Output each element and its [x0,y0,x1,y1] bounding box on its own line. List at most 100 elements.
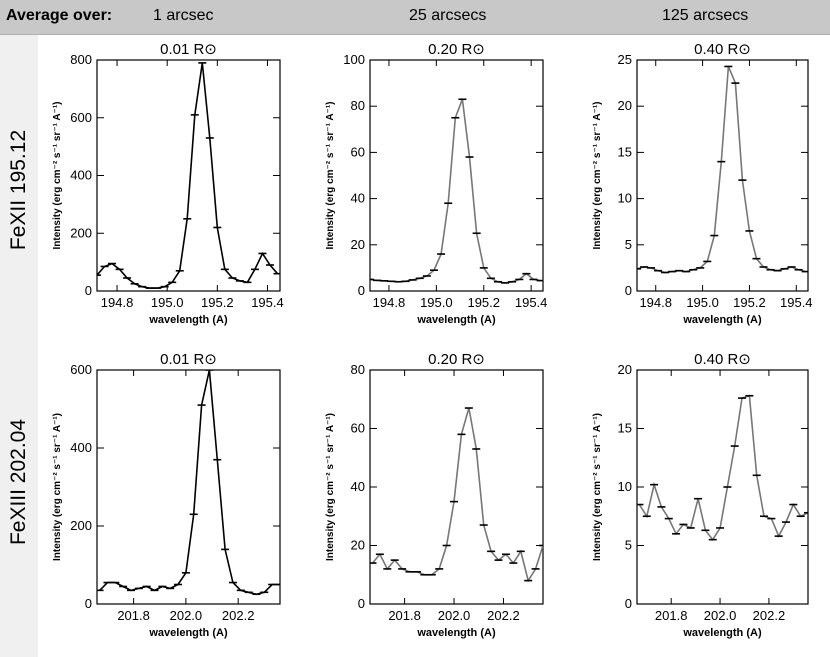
chart-title: 0.01 R⊙ [160,41,217,58]
y-tick-label: 60 [351,421,365,436]
chart-panel-0: 0.01 R⊙ 194.8 195.0 195.2 195.4 0 200 400 600 800… [52,41,284,326]
chart-title: 0.40 R⊙ [694,41,751,58]
data-markers [637,394,808,541]
y-tick-label: 800 [70,52,92,67]
x-tick-label: 195.2 [467,295,500,310]
chart-title: 0.40 R⊙ [694,351,751,368]
y-tick-label: 5 [625,538,632,553]
x-tick-label: 202.2 [753,608,786,623]
row-label-band [0,35,38,657]
y-axis-label: Intensity (erg cm⁻² s⁻¹ sr⁻¹ A⁻¹) [52,102,63,250]
x-tick-label: 201.8 [117,608,150,623]
y-axis-label: Intensity (erg cm⁻² s⁻¹ sr⁻¹ A⁻¹) [325,102,336,250]
x-tick-label: 194.8 [639,295,672,310]
x-tick-label: 202.2 [222,608,255,623]
data-markers [370,407,543,582]
y-tick-label: 15 [618,421,632,436]
y-tick-label: 600 [70,110,92,125]
chart-panel-2: 0.40 R⊙ 194.8 195.0 195.2 195.4 0 5 10 15 20 25 wav… [592,41,813,326]
x-tick-label: 201.8 [655,608,688,623]
column-label-1-arcsec: 1 arcsec [153,7,214,24]
x-tick-label: 195.2 [733,295,766,310]
y-tick-label: 20 [351,237,365,252]
data-markers [97,370,280,596]
y-axis-label: Intensity (erg cm⁻² s⁻¹ sr⁻¹ A⁻¹) [592,102,603,250]
average-over-label: Average over: [6,7,113,24]
spectrum-line [371,407,543,583]
y-tick-label: 100 [343,52,365,67]
x-tick-label: 195.0 [686,295,719,310]
y-tick-label: 200 [70,225,92,240]
x-tick-label: 195.2 [201,295,234,310]
x-axis-label: wavelength (A) [416,314,496,326]
plot-frame [96,369,281,605]
x-axis-label: wavelength (A) [148,314,228,326]
plot-frame [636,59,809,292]
plot-frame [369,59,544,292]
y-tick-label: 0 [358,596,365,611]
x-tick-label: 195.0 [151,295,184,310]
y-tick-label: 400 [70,168,92,183]
spectrum-line [97,62,279,289]
y-tick-label: 0 [625,283,632,298]
chart-title: 0.20 R⊙ [428,351,485,368]
y-tick-label: 600 [70,362,92,377]
x-tick-label: 194.8 [373,295,406,310]
y-tick-label: 40 [351,479,365,494]
y-axis-label: Intensity (erg cm⁻² s⁻¹ sr⁻¹ A⁻¹) [592,413,603,561]
spectrum-line [637,66,806,274]
x-axis-label: wavelength (A) [416,627,496,639]
y-tick-label: 0 [625,596,632,611]
chart-panel-3: 0.01 R⊙ 201.8 202.0 202.2 0 200 400 600 waveleng… [52,351,281,639]
spectrum-line [638,394,808,541]
y-tick-label: 400 [70,440,92,455]
chart-title: 0.01 R⊙ [160,351,217,368]
y-tick-label: 60 [351,144,365,159]
y-tick-label: 0 [85,596,92,611]
plot-frame [96,59,281,292]
x-tick-label: 195.4 [515,295,548,310]
y-axis-label: Intensity (erg cm⁻² s⁻¹ sr⁻¹ A⁻¹) [325,413,336,561]
header-bar: Average over: 1 arcsec 25 arcsecs 125 ar… [0,0,830,35]
column-label-125-arcsecs: 125 arcsecs [662,7,749,24]
column-label-25-arcsecs: 25 arcsecs [409,7,487,24]
y-axis-label: Intensity (erg cm⁻² s⁻¹ sr⁻¹ A⁻¹) [52,413,63,561]
x-tick-label: 202.0 [704,608,737,623]
y-tick-label: 5 [625,237,632,252]
plot-frame [636,369,809,605]
y-tick-label: 10 [618,479,632,494]
x-tick-label: 201.8 [388,608,421,623]
x-tick-label: 202.0 [170,608,203,623]
y-tick-label: 0 [85,283,92,298]
x-tick-label: 195.0 [420,295,453,310]
y-tick-label: 25 [618,52,632,67]
x-axis-label: wavelength (A) [148,627,228,639]
y-tick-label: 200 [70,518,92,533]
x-tick-label: 195.4 [780,295,813,310]
plot-frame [369,369,544,605]
chart-title: 0.20 R⊙ [428,41,485,58]
chart-panel-1: 0.20 R⊙ 194.8 195.0 195.2 195.4 0 20 40 60 80 100 w… [325,41,547,326]
y-tick-label: 20 [351,538,365,553]
spectrum-line [370,99,541,284]
data-markers [97,62,280,289]
y-tick-label: 15 [618,144,632,159]
data-markers [637,65,808,274]
chart-panel-4: 0.20 R⊙ 201.8 202.0 202.2 0 20 40 60 80 wavelengt… [325,351,544,639]
y-tick-label: 10 [618,191,632,206]
x-tick-label: 194.8 [101,295,134,310]
x-tick-label: 195.4 [251,295,284,310]
y-tick-label: 80 [351,362,365,377]
x-axis-label: wavelength (A) [682,627,762,639]
spectrum-line [99,370,280,596]
x-tick-label: 202.2 [487,608,520,623]
y-tick-label: 20 [618,98,632,113]
y-tick-label: 40 [351,191,365,206]
y-tick-label: 0 [358,283,365,298]
chart-panel-5: 0.40 R⊙ 201.8 202.0 202.2 0 5 10 15 20 wavelength… [592,351,809,639]
data-markers [370,98,543,284]
y-tick-label: 80 [351,98,365,113]
x-axis-label: wavelength (A) [682,314,762,326]
y-tick-label: 20 [618,362,632,377]
